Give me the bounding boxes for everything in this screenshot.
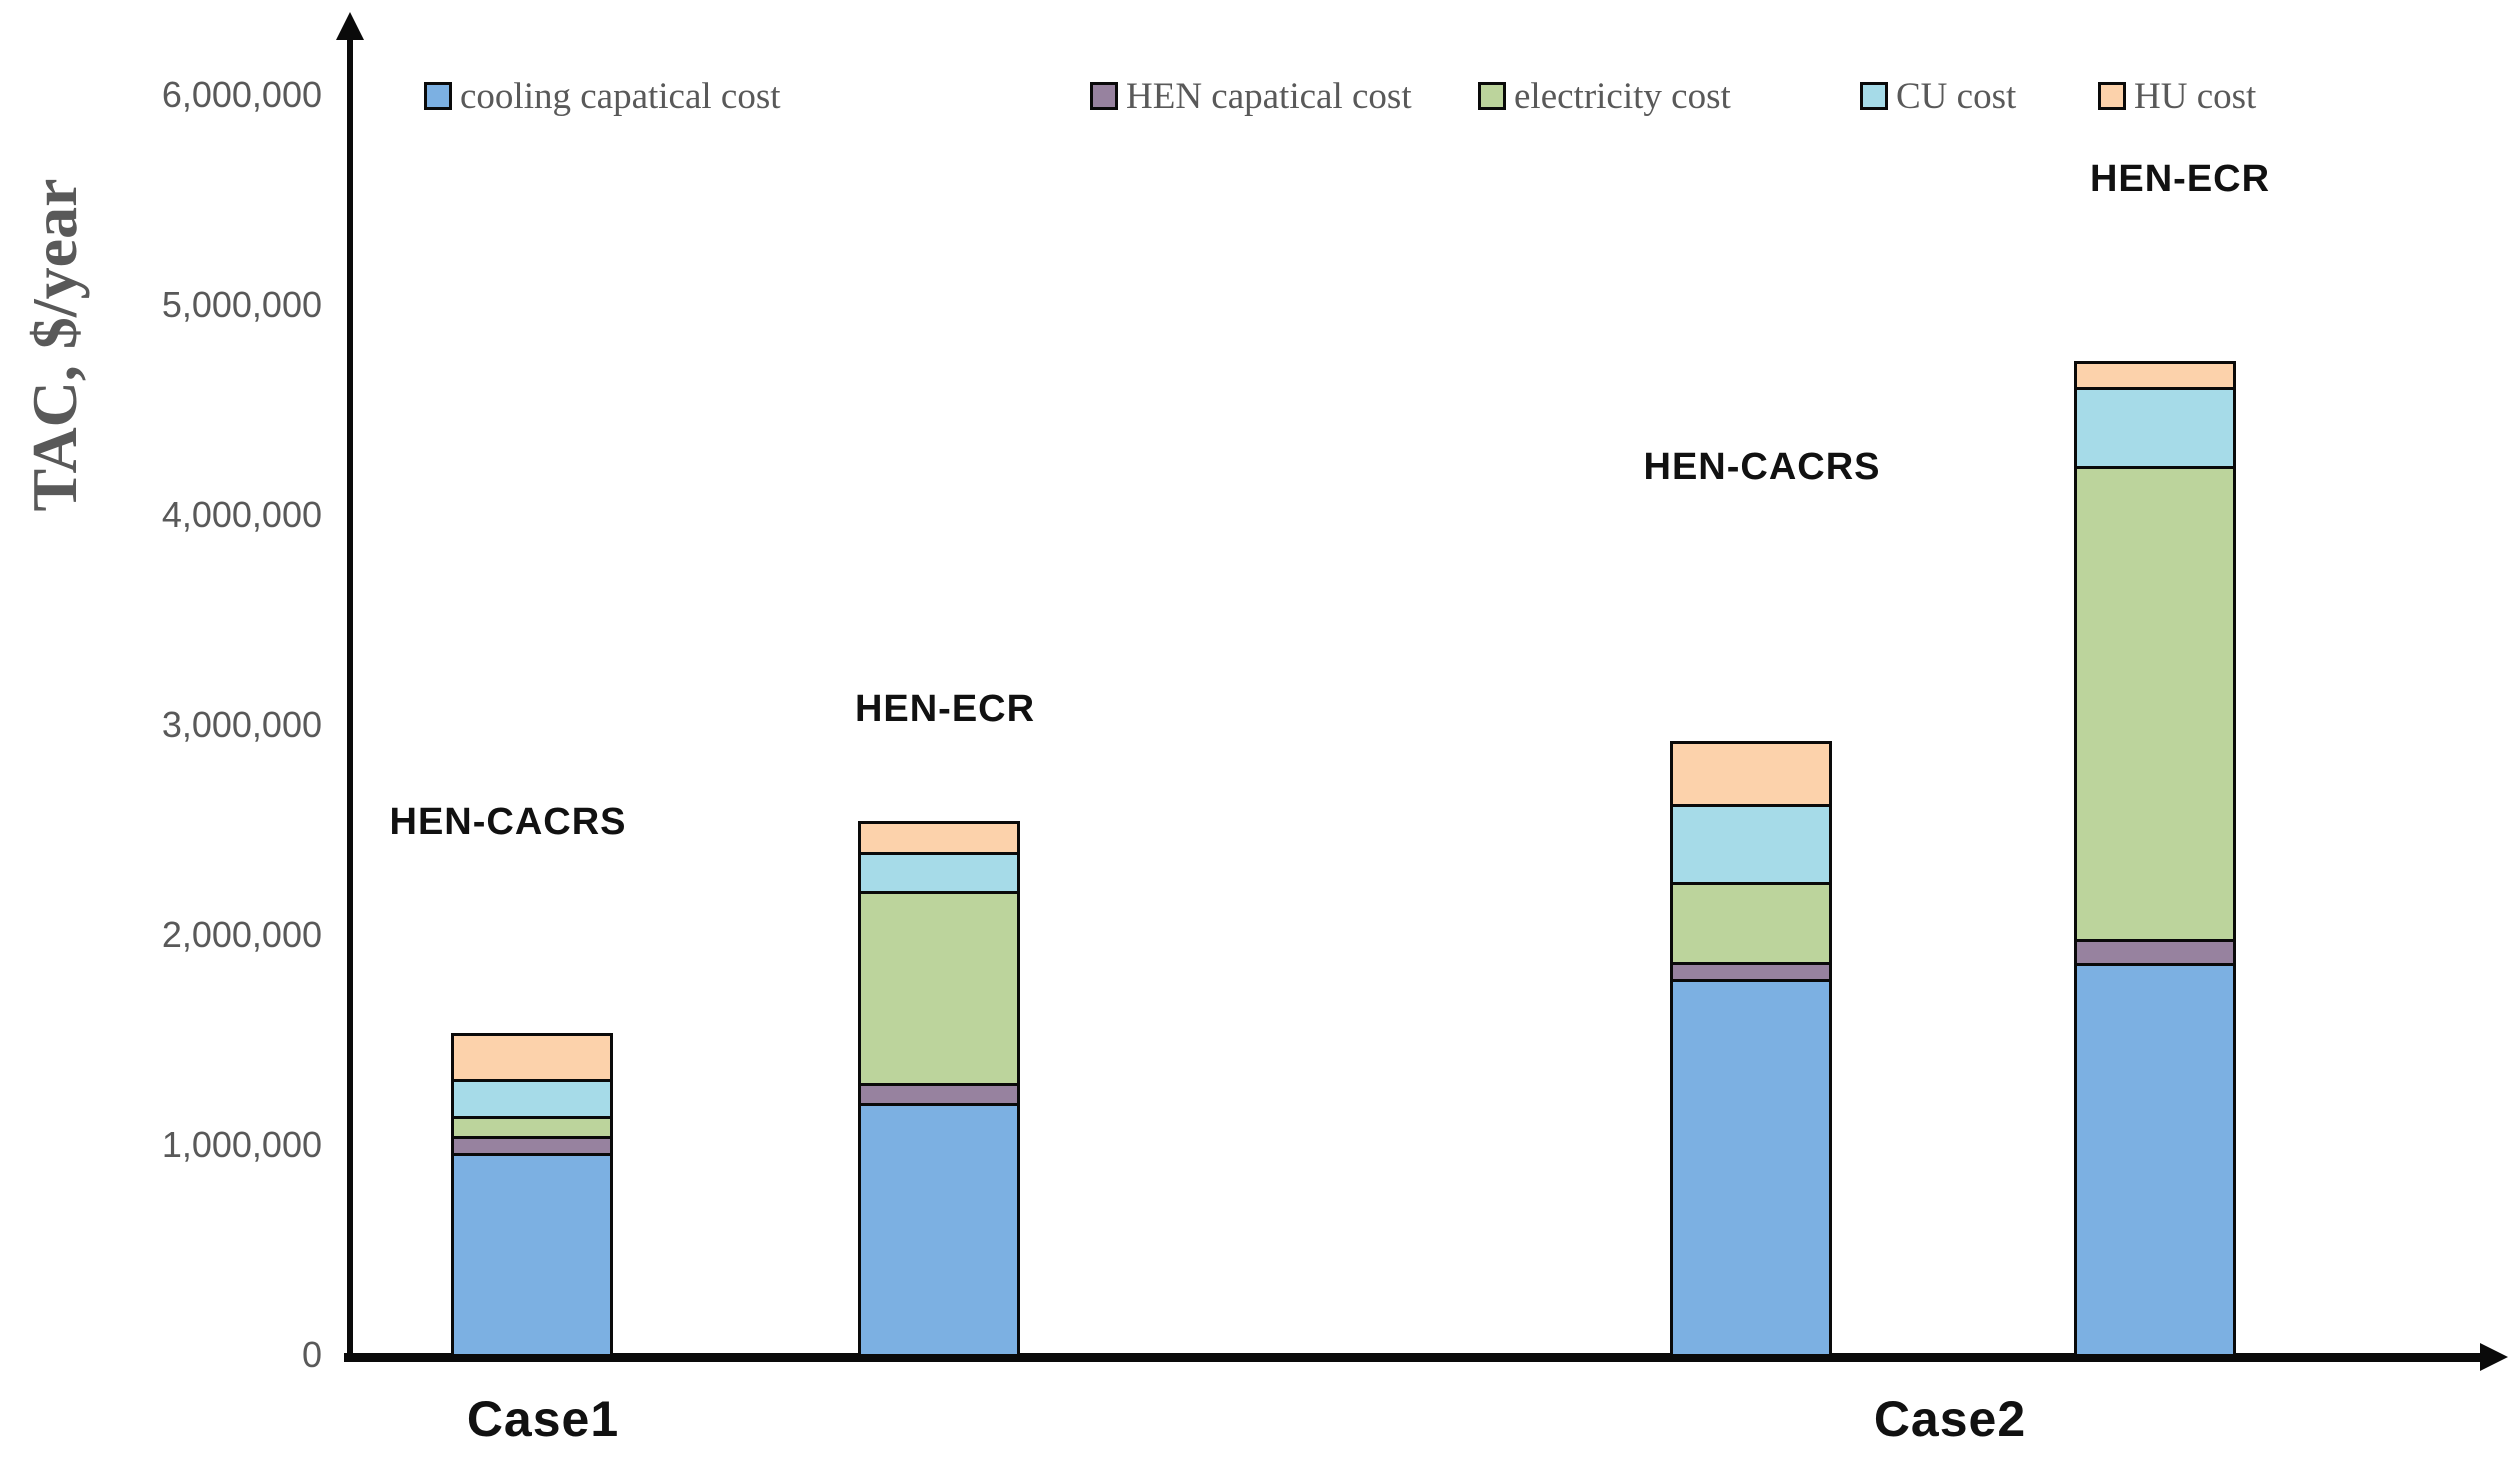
y-tick-label: 1,000,000 [161, 1124, 322, 1165]
bar-segment [2074, 361, 2236, 390]
stacked-bar [2074, 361, 2236, 1357]
bar-segment [1670, 882, 1832, 965]
y-tick-label: 4,000,000 [161, 494, 322, 535]
x-axis-arrow-icon [2480, 1343, 2508, 1371]
bar-annotation-label: HEN-CACRS [1643, 446, 1881, 488]
y-tick-label: 5,000,000 [161, 284, 322, 325]
bar-annotation-label: HEN-ECR [854, 688, 1036, 730]
stacked-bar [858, 821, 1020, 1357]
legend-swatch-icon [2098, 82, 2126, 110]
y-axis-arrow-icon [336, 12, 364, 40]
legend-item: HEN capatical cost [1090, 75, 1412, 117]
bar-segment [2074, 387, 2236, 469]
legend-label: cooling capatical cost [460, 75, 781, 117]
legend-swatch-icon [1478, 82, 1506, 110]
legend-label: electricity cost [1514, 75, 1731, 117]
bar-annotation-label: HEN-CACRS [389, 801, 627, 843]
bar-segment [858, 852, 1020, 894]
y-tick-label: 2,000,000 [161, 914, 322, 955]
bar-segment [2074, 939, 2236, 966]
legend-swatch-icon [1860, 82, 1888, 110]
legend-swatch-icon [424, 82, 452, 110]
legend-item: HU cost [2098, 75, 2257, 117]
bar-segment [858, 821, 1020, 855]
y-axis-line [347, 36, 353, 1359]
x-category-label: Case1 [466, 1391, 620, 1447]
legend-label: HEN capatical cost [1126, 75, 1412, 117]
legend-item: electricity cost [1478, 75, 1731, 117]
bar-segment [451, 1033, 613, 1082]
x-category-label: Case2 [1873, 1391, 2027, 1447]
bar-segment [2074, 466, 2236, 942]
bar-segment [451, 1153, 613, 1357]
stacked-bar [1670, 741, 1832, 1357]
stacked-bar [451, 1033, 613, 1357]
legend-item: cooling capatical cost [424, 75, 781, 117]
bar-segment [858, 891, 1020, 1086]
bar-segment [1670, 741, 1832, 807]
legend-label: CU cost [1896, 75, 2017, 117]
bar-segment [858, 1103, 1020, 1357]
y-tick-label: 3,000,000 [161, 704, 322, 745]
legend-item: CU cost [1860, 75, 2017, 117]
bar-segment [451, 1079, 613, 1119]
x-axis-line [344, 1353, 2484, 1362]
y-tick-label: 6,000,000 [161, 74, 322, 115]
bar-segment [1670, 804, 1832, 885]
bar-annotation-label: HEN-ECR [2089, 158, 2271, 200]
legend-label: HU cost [2134, 75, 2257, 117]
legend-swatch-icon [1090, 82, 1118, 110]
bar-segment [2074, 963, 2236, 1357]
y-tick-label: 0 [301, 1334, 322, 1375]
bar-segment [1670, 979, 1832, 1357]
